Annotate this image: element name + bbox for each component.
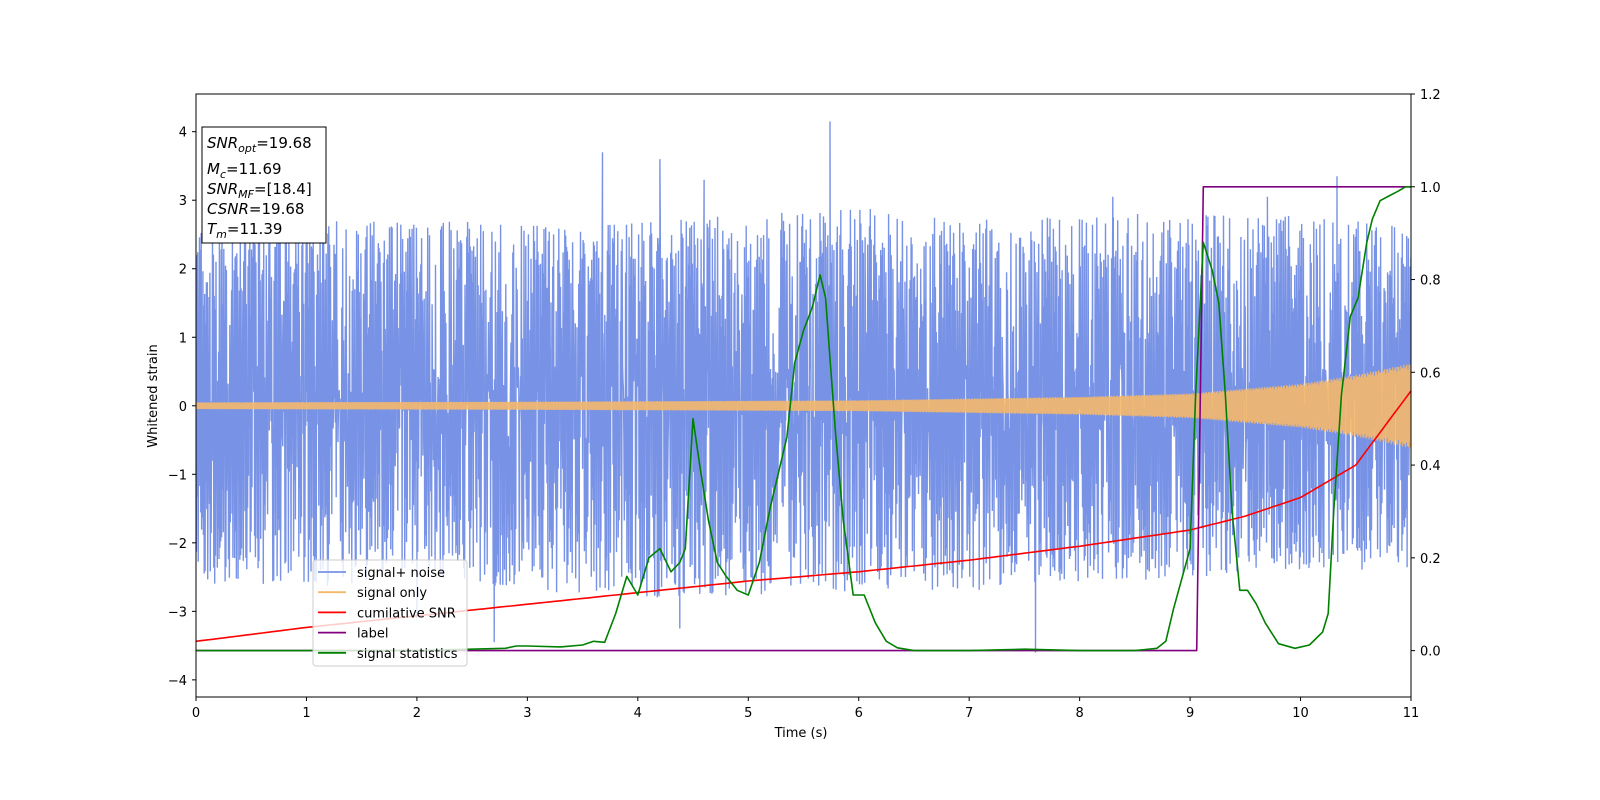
x-tick-label: 7 xyxy=(965,706,973,721)
y2-tick-label: 0.4 xyxy=(1420,459,1441,474)
x-tick-label: 10 xyxy=(1292,706,1309,721)
x-tick-label: 6 xyxy=(855,706,863,721)
y2-tick-label: 1.0 xyxy=(1420,181,1441,196)
y2-tick-label: 1.2 xyxy=(1420,88,1441,103)
y-tick-label: −1 xyxy=(168,468,187,483)
annotation-line: SNRopt=19.68 xyxy=(207,134,312,155)
y-tick-label: −2 xyxy=(168,537,187,552)
y-tick-label: 2 xyxy=(179,263,187,278)
x-tick-label: 5 xyxy=(744,706,752,721)
legend-label: cumilative SNR xyxy=(357,606,456,621)
y-tick-label: 3 xyxy=(179,194,187,209)
legend-label: signal statistics xyxy=(357,647,458,662)
series-signal-plus-noise xyxy=(196,121,1411,653)
y-axis-right: 0.0 0.2 0.4 0.6 0.8 1.0 1.2 xyxy=(1411,88,1441,660)
x-axis-label: Time (s) xyxy=(774,726,828,741)
legend-label: label xyxy=(357,627,388,642)
y-tick-label: 1 xyxy=(179,331,187,346)
x-tick-label: 1 xyxy=(302,706,310,721)
x-axis: 0 1 2 3 4 5 6 7 8 9 10 11 xyxy=(192,697,1419,721)
y-axis-left: −4 −3 −2 −1 0 1 2 3 4 xyxy=(168,126,196,689)
x-tick-label: 0 xyxy=(192,706,200,721)
annotation-line: Mc=11.69 xyxy=(207,160,282,181)
legend: signal+ noise signal only cumilative SNR la… xyxy=(312,559,468,667)
y-tick-label: 0 xyxy=(179,400,187,415)
y-tick-label: −3 xyxy=(168,605,187,620)
annotation-line: Tm=11.39 xyxy=(207,220,282,241)
x-tick-label: 11 xyxy=(1403,706,1420,721)
legend-label: signal only xyxy=(357,586,427,601)
x-tick-label: 2 xyxy=(413,706,421,721)
series-signal-only xyxy=(196,364,1411,448)
annotation-line: SNRMF=[18.4] xyxy=(207,180,312,201)
plot-frame xyxy=(195,93,1412,698)
x-tick-label: 8 xyxy=(1075,706,1083,721)
series-signal-statistics xyxy=(196,186,1411,652)
series-label xyxy=(196,186,1411,652)
y-tick-label: 4 xyxy=(179,126,187,141)
x-tick-label: 9 xyxy=(1186,706,1194,721)
y2-tick-label: 0.0 xyxy=(1420,645,1441,660)
y-tick-label: −4 xyxy=(168,674,187,689)
y2-tick-label: 0.2 xyxy=(1420,552,1441,567)
y-axis-label: Whitened strain xyxy=(146,344,161,447)
y2-tick-label: 0.6 xyxy=(1420,366,1441,381)
x-tick-label: 3 xyxy=(523,706,531,721)
x-tick-label: 4 xyxy=(634,706,642,721)
legend-label: signal+ noise xyxy=(357,566,445,581)
annotation-box: SNRopt=19.68 Mc=11.69SNRMF=[18.4]CSNR=19.… xyxy=(201,126,327,244)
annotation-line: CSNR=19.68 xyxy=(207,200,304,218)
y2-tick-label: 0.8 xyxy=(1420,274,1441,289)
